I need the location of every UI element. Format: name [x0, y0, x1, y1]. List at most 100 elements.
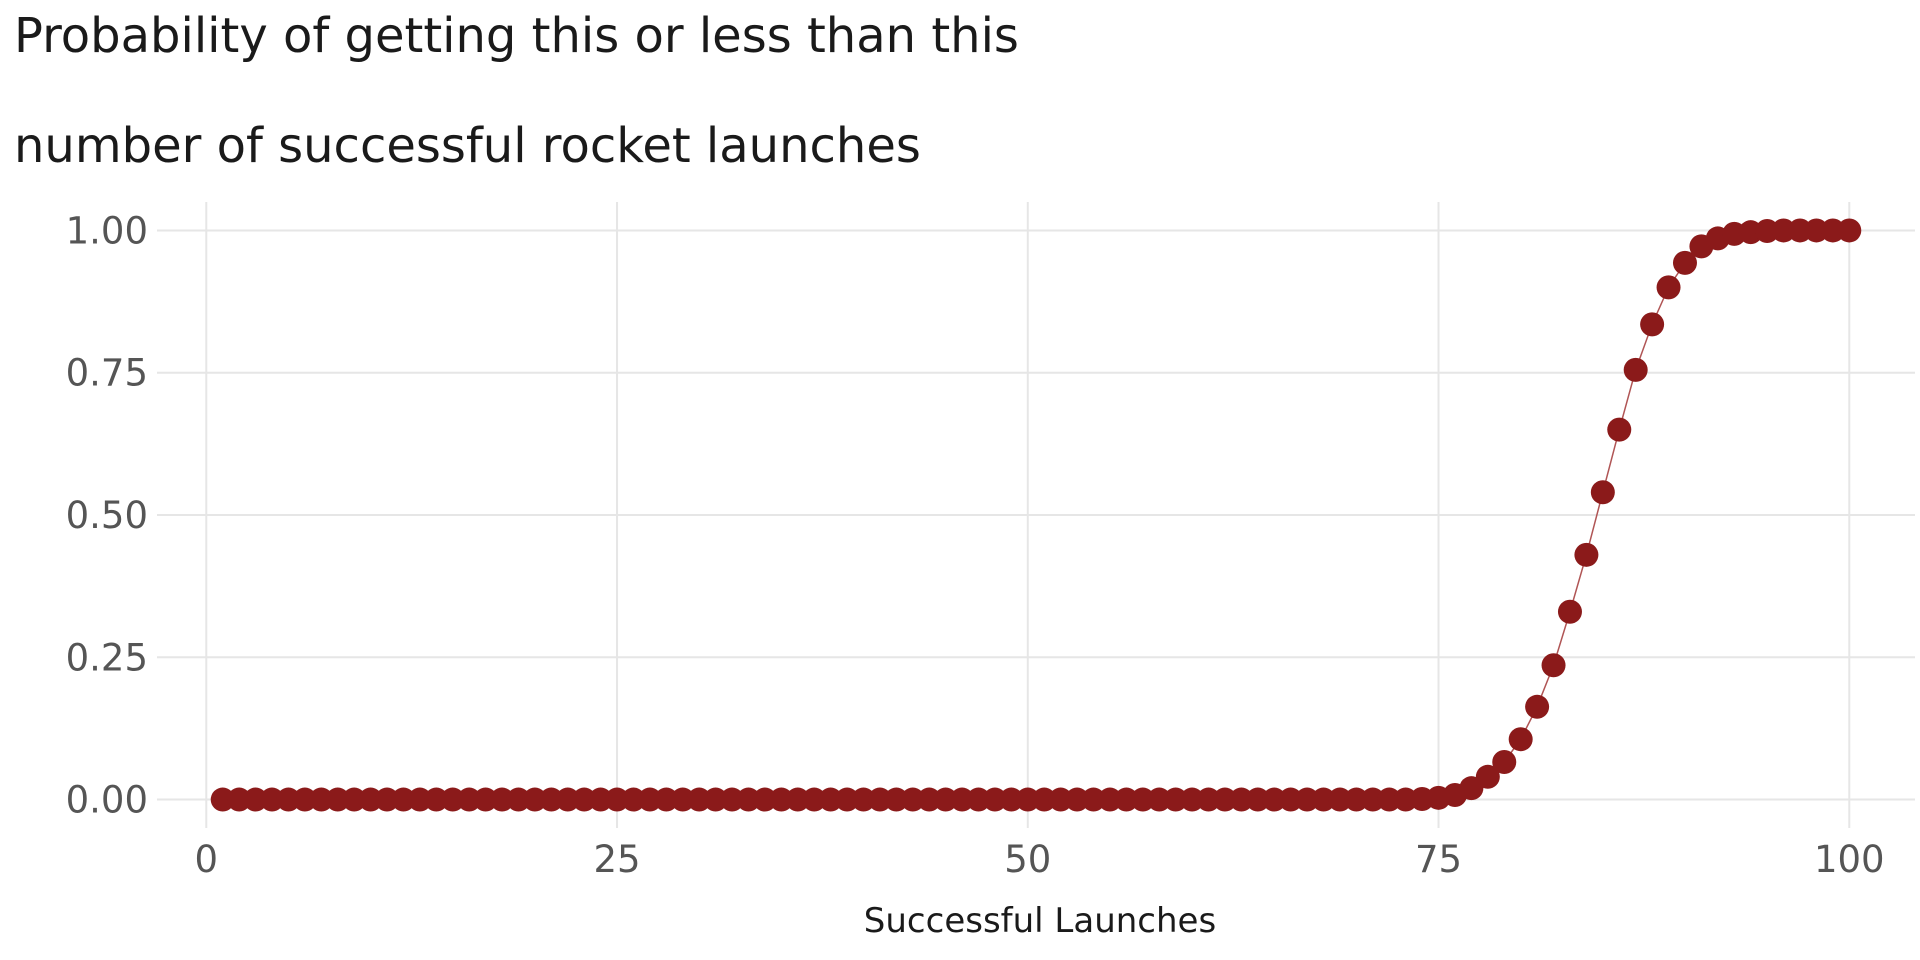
data-point [1475, 764, 1500, 789]
data-point [572, 787, 597, 812]
data-point [276, 787, 301, 812]
data-point [1130, 787, 1155, 812]
y-tick-label: 0.75 [66, 352, 148, 395]
data-point [1804, 218, 1829, 243]
x-tick-label: 75 [1415, 838, 1462, 881]
data-point [785, 787, 810, 812]
data-point [1196, 787, 1221, 812]
data-point [605, 787, 630, 812]
x-tick-label: 0 [195, 838, 219, 881]
data-point [736, 787, 761, 812]
data-point [687, 787, 712, 812]
data-points [210, 218, 1862, 812]
x-axis-title: Successful Launches [864, 901, 1216, 941]
data-point [1262, 787, 1287, 812]
data-point [375, 787, 400, 812]
data-point [1360, 787, 1385, 812]
data-point [243, 787, 268, 812]
data-point [982, 787, 1007, 812]
data-point [1032, 787, 1057, 812]
data-point [457, 787, 482, 812]
data-point [654, 787, 679, 812]
data-point [1229, 787, 1254, 812]
x-tick-label: 25 [593, 838, 640, 881]
chart-title-line-1: Probability of getting this or less than… [14, 8, 1019, 64]
data-point [1081, 787, 1106, 812]
data-point [1212, 787, 1237, 812]
data-point [1278, 787, 1303, 812]
data-point [1295, 787, 1320, 812]
data-point [1065, 787, 1090, 812]
data-point [1623, 357, 1648, 382]
chart-title-line-2: number of successful rocket launches [14, 118, 921, 174]
data-point [1311, 787, 1336, 812]
data-point [490, 787, 515, 812]
data-point [260, 787, 285, 812]
x-tick-label: 50 [1004, 838, 1051, 881]
data-point [1327, 787, 1352, 812]
data-point [391, 787, 416, 812]
x-tick-label: 100 [1814, 838, 1885, 881]
data-point [424, 787, 449, 812]
data-point [1787, 218, 1812, 243]
data-point [358, 787, 383, 812]
data-point [555, 787, 580, 812]
data-point [900, 787, 925, 812]
data-point [1245, 787, 1270, 812]
data-point [342, 787, 367, 812]
data-point [473, 787, 498, 812]
data-point [1525, 694, 1550, 719]
data-point [325, 787, 350, 812]
data-point [1114, 787, 1139, 812]
data-point [999, 787, 1024, 812]
data-point [407, 787, 432, 812]
data-point [1163, 787, 1188, 812]
data-point [1180, 787, 1205, 812]
data-point [720, 787, 745, 812]
data-point [1492, 749, 1517, 774]
data-point [1377, 787, 1402, 812]
data-point [818, 787, 843, 812]
data-point [309, 787, 334, 812]
data-point [506, 787, 531, 812]
data-point [588, 787, 613, 812]
data-point [917, 787, 942, 812]
data-point [1097, 787, 1122, 812]
data-point [933, 787, 958, 812]
x-axis-ticks: 0 25 50 75 100 [195, 838, 1885, 881]
data-point [802, 787, 827, 812]
data-point [703, 787, 728, 812]
data-point [1607, 417, 1632, 442]
data-point [950, 787, 975, 812]
data-point [769, 787, 794, 812]
y-tick-label: 0.00 [66, 779, 148, 822]
y-tick-label: 0.50 [66, 494, 148, 537]
data-point [670, 787, 695, 812]
data-point [1344, 787, 1369, 812]
data-point [867, 787, 892, 812]
data-point [1015, 787, 1040, 812]
data-point [1820, 218, 1845, 243]
data-point [637, 787, 662, 812]
y-axis-ticks: 0.00 0.25 0.50 0.75 1.00 [66, 209, 148, 821]
data-point [851, 787, 876, 812]
data-point [884, 787, 909, 812]
data-point [539, 787, 564, 812]
data-point [1574, 542, 1599, 567]
data-point [292, 787, 317, 812]
data-point [1557, 599, 1582, 624]
data-point [210, 787, 235, 812]
data-point [1590, 480, 1615, 505]
y-tick-label: 0.25 [66, 636, 148, 679]
data-point [1640, 312, 1665, 337]
data-point [227, 787, 252, 812]
data-point [621, 787, 646, 812]
data-point [1672, 250, 1697, 275]
data-point [966, 787, 991, 812]
data-point [1508, 727, 1533, 752]
data-point [1771, 218, 1796, 243]
data-point [440, 787, 465, 812]
data-point [1656, 275, 1681, 300]
data-point [835, 787, 860, 812]
